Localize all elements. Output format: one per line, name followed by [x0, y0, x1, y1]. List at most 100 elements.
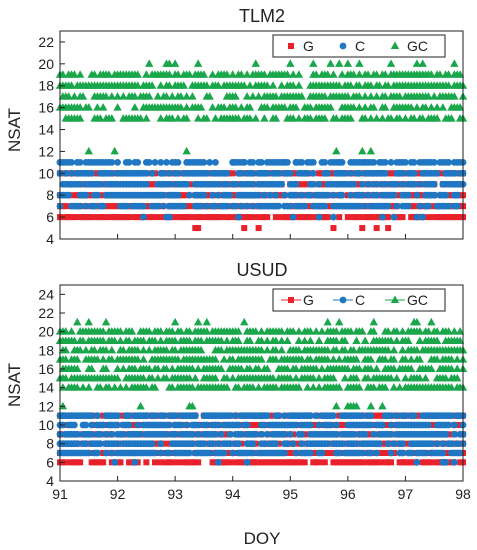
series-c [56, 412, 467, 466]
data-point-gc [332, 114, 341, 122]
data-point-g [88, 214, 95, 221]
data-point-gc [447, 364, 456, 372]
data-point-gc [193, 317, 203, 326]
data-point-gc [263, 345, 272, 354]
data-point-gc [401, 114, 410, 122]
data-point-c [134, 421, 142, 429]
data-point-gc [441, 373, 450, 382]
data-point-gc [240, 317, 249, 326]
data-point-c [165, 169, 173, 177]
data-point-gc [196, 103, 206, 111]
data-point-gc [136, 401, 145, 410]
data-point-gc [254, 92, 263, 100]
data-point-gc [139, 373, 148, 382]
data-point-c [304, 169, 311, 177]
data-point-c [102, 449, 110, 457]
data-point-c [243, 421, 251, 429]
data-point-gc [70, 336, 79, 344]
data-point-c [243, 202, 251, 210]
data-point-gc [168, 364, 177, 372]
data-point-c [206, 158, 214, 166]
data-point-c [367, 421, 375, 429]
data-point-gc [406, 355, 416, 363]
data-point-gc [208, 103, 217, 111]
data-point-gc [271, 336, 281, 344]
data-point-gc [415, 373, 425, 382]
data-point-c [315, 421, 323, 429]
data-point-g [428, 459, 435, 466]
data-point-c [197, 202, 205, 210]
data-point-gc [375, 81, 384, 89]
data-point-g [143, 459, 150, 466]
legend-label: G [303, 38, 314, 54]
data-point-gc [147, 81, 157, 89]
data-point-g [198, 214, 205, 221]
data-point-c [312, 412, 320, 420]
data-point-c [399, 180, 406, 188]
data-point-c [82, 191, 90, 199]
data-point-c [298, 158, 306, 166]
data-point-gc [288, 70, 298, 78]
series-g [57, 170, 466, 232]
data-point-c [390, 213, 398, 221]
data-point-gc [165, 70, 174, 78]
data-point-c [433, 440, 441, 448]
data-point-c [137, 430, 145, 438]
data-point-gc [96, 114, 105, 122]
data-point-gc [406, 364, 416, 372]
data-point-c [281, 430, 288, 438]
data-point-gc [369, 103, 378, 111]
data-point-gc [323, 317, 332, 326]
data-point-c [442, 191, 450, 199]
data-point-gc [335, 81, 344, 89]
data-point-c [358, 449, 366, 457]
data-point-gc [444, 70, 453, 78]
data-point-gc [329, 355, 338, 363]
data-point-gc [73, 317, 82, 326]
data-point-gc [372, 364, 381, 372]
data-point-gc [268, 81, 278, 89]
data-point-c [286, 430, 294, 438]
legend-marker-c [339, 42, 347, 50]
data-point-gc [251, 114, 260, 122]
data-point-gc [383, 345, 393, 354]
data-point-c [82, 421, 90, 429]
data-point-gc [208, 70, 217, 78]
data-point-c [275, 412, 283, 420]
data-point-g [195, 225, 202, 232]
data-point-gc [286, 59, 295, 67]
data-point-gc [398, 345, 407, 354]
data-point-c [212, 202, 219, 210]
data-point-g [359, 225, 366, 232]
data-point-c [298, 430, 306, 438]
data-point-c [217, 430, 225, 438]
data-point-c [212, 430, 219, 438]
data-point-gc [355, 92, 364, 100]
data-point-c [203, 421, 211, 429]
y-tick-label: 22 [38, 34, 54, 50]
data-point-c [453, 191, 461, 199]
data-point-c [237, 169, 245, 177]
data-point-gc [366, 81, 376, 89]
y-tick-label: 14 [38, 380, 54, 396]
data-point-gc [78, 383, 88, 391]
data-point-gc [317, 327, 327, 335]
legend-marker-g [288, 297, 294, 303]
y-tick-label: 8 [46, 187, 54, 203]
data-point-gc [378, 114, 387, 122]
data-point-c [284, 158, 291, 166]
data-point-g [336, 214, 343, 221]
data-point-gc [145, 364, 154, 372]
data-point-c [232, 412, 239, 420]
data-point-gc [260, 114, 269, 122]
data-point-g [226, 459, 233, 466]
data-point-gc [70, 92, 79, 100]
data-point-c [298, 440, 306, 448]
data-point-gc [346, 81, 355, 89]
data-point-gc [188, 92, 197, 100]
data-point-gc [67, 327, 76, 335]
data-point-g [186, 203, 193, 210]
data-point-gc [355, 103, 364, 111]
data-point-gc [306, 114, 315, 122]
data-point-gc [291, 364, 301, 372]
